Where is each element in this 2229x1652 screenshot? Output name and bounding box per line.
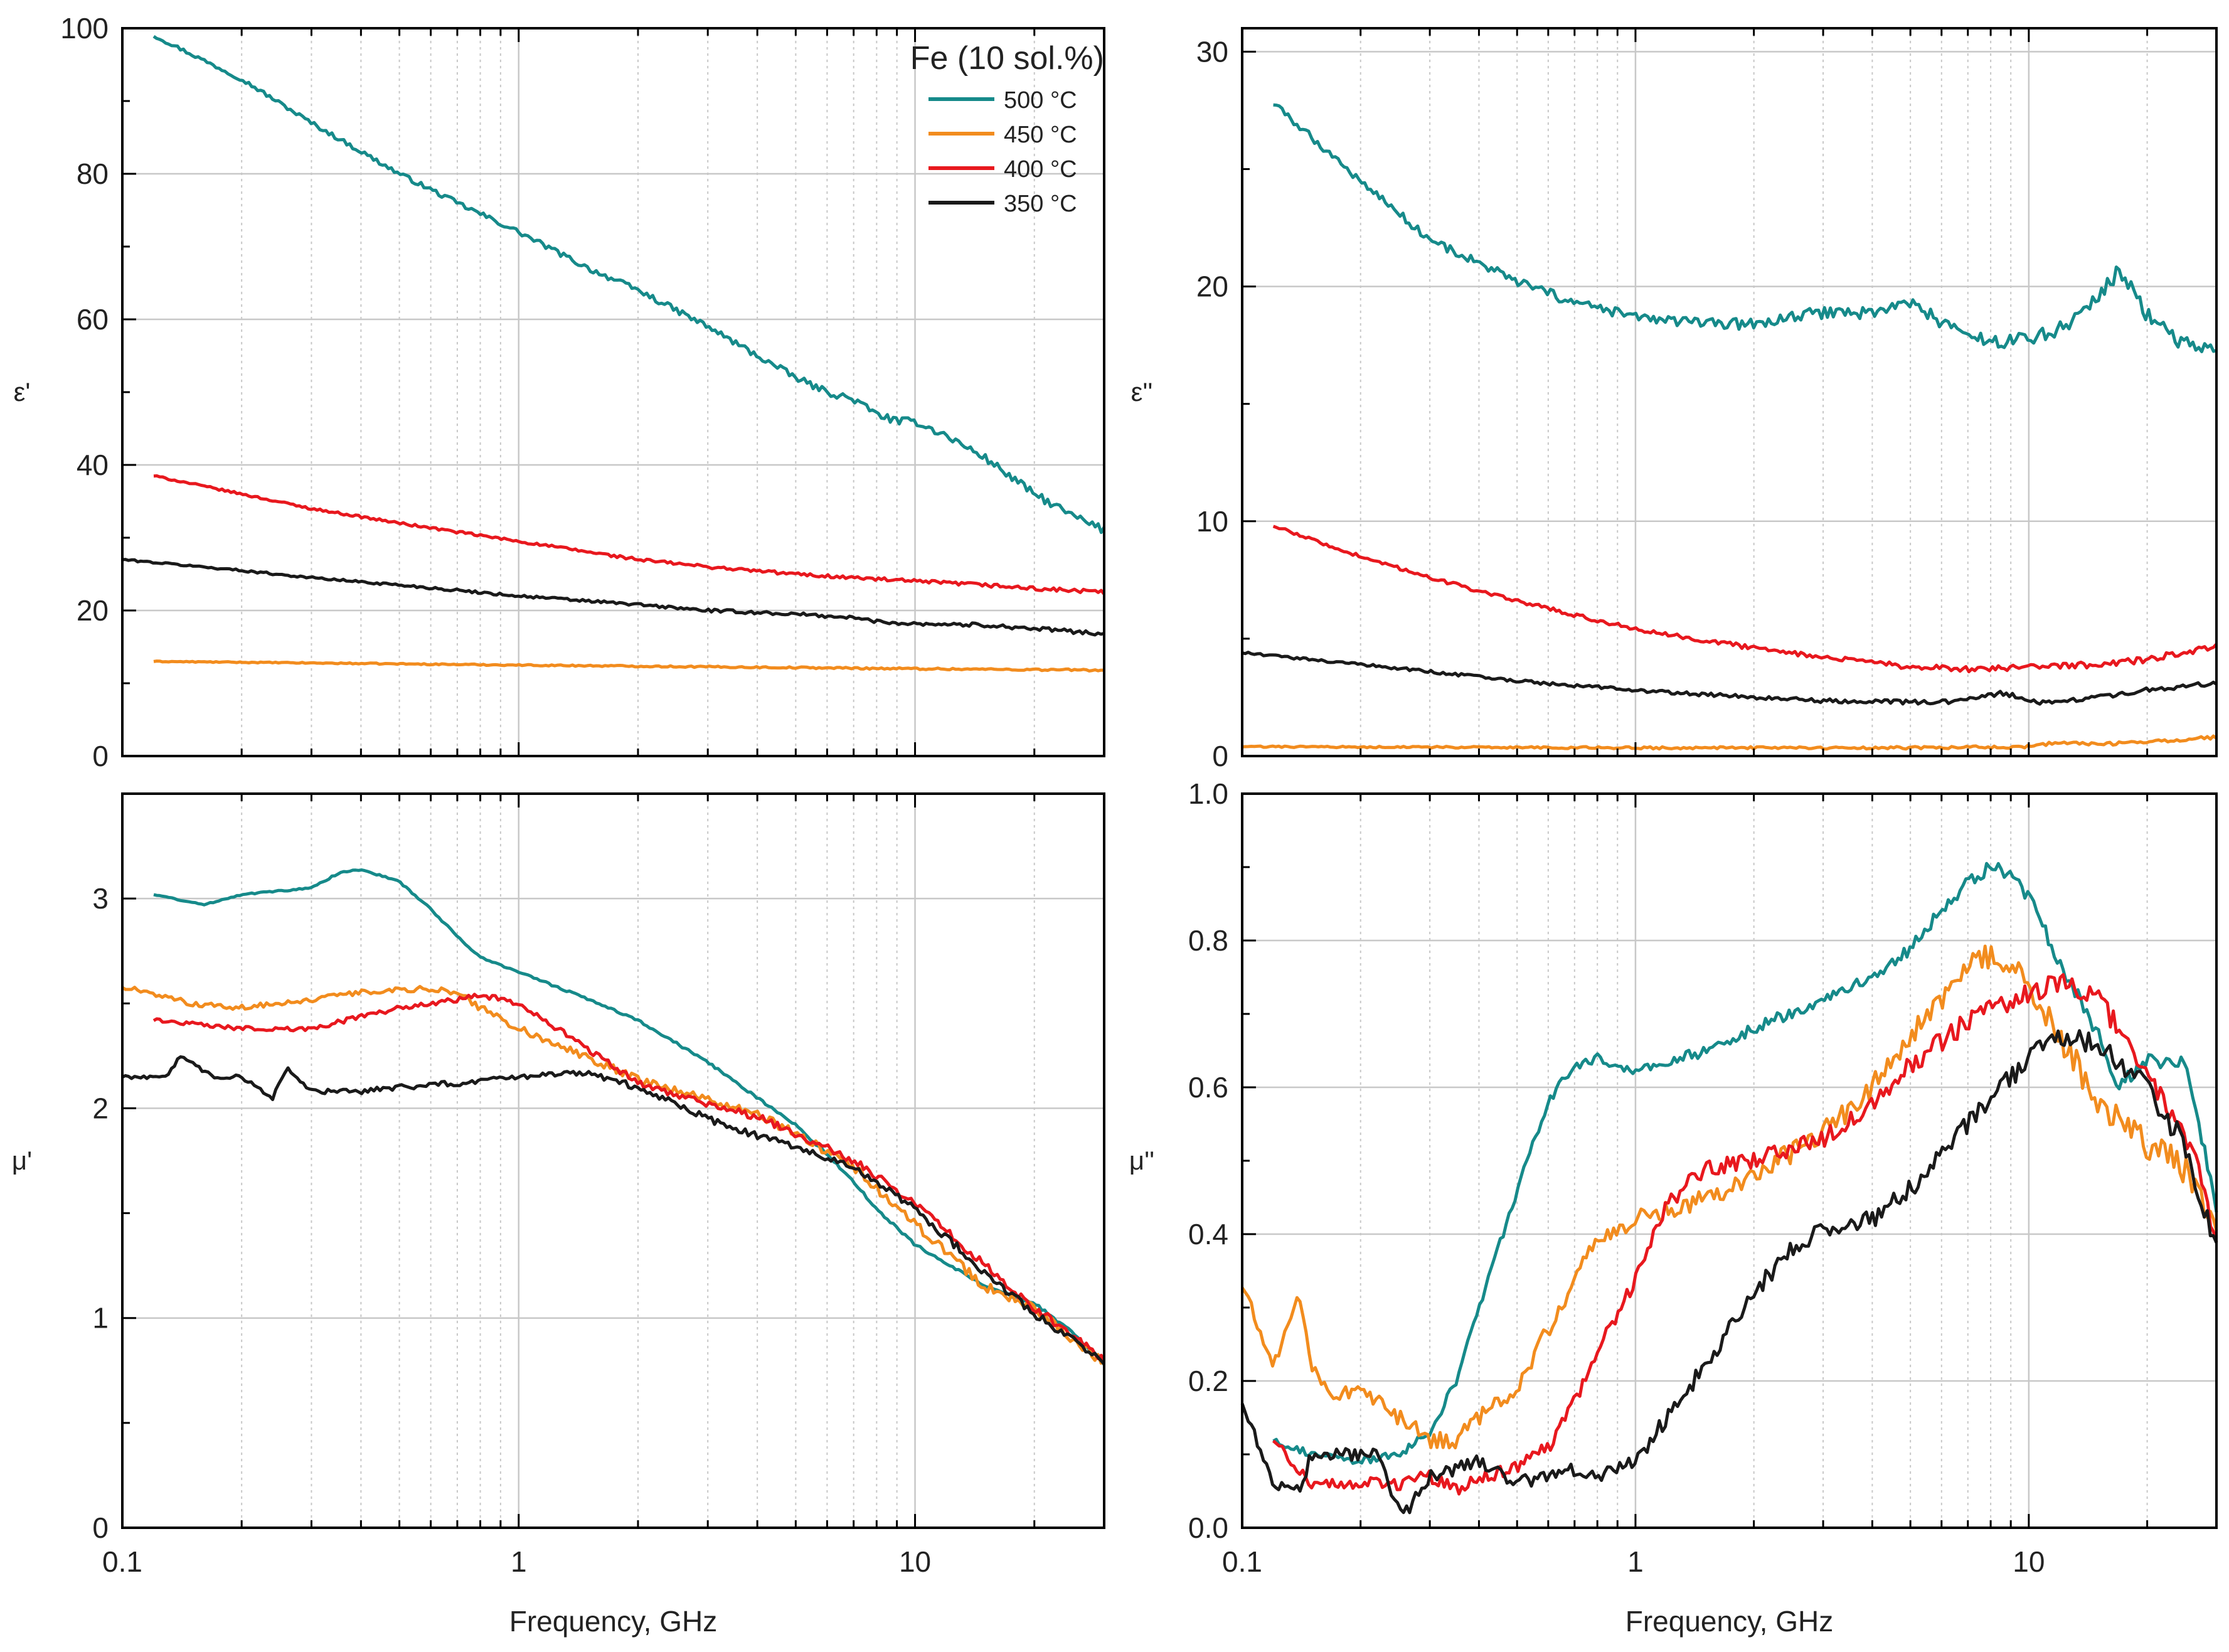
- y-tick-label: 0: [92, 1511, 109, 1544]
- y-axis-label: μ': [12, 1146, 32, 1175]
- series-line-450-c: [121, 984, 1105, 1365]
- series-line-450-c: [153, 659, 1105, 673]
- panel-mu-real: 0.1 1 10 0 1 2 3 μ' Frequency, GHz: [12, 792, 1106, 1638]
- x-tick-label: 0.1: [1222, 1545, 1262, 1578]
- series-line-500-c: [153, 868, 1106, 1366]
- y-tick-label: 80: [77, 157, 109, 190]
- x-tick-label: 10: [2013, 1545, 2045, 1578]
- y-tick-label: 1.0: [1188, 777, 1228, 810]
- series-line-400-c: [1272, 525, 2218, 674]
- y-tick-label: 30: [1196, 35, 1228, 68]
- series-line-500-c: [1272, 861, 2218, 1465]
- y-tick-label: 10: [1196, 505, 1228, 538]
- y-tick-label: 1: [92, 1302, 109, 1335]
- series-line-400-c: [152, 993, 1106, 1362]
- y-tick-label: 2: [92, 1092, 109, 1124]
- y-tick-label: 20: [77, 594, 109, 627]
- y-tick-label: 60: [77, 303, 109, 336]
- y-tick-label: 0.2: [1188, 1365, 1228, 1397]
- series-line-500-c: [1273, 103, 2217, 353]
- series-line-350-c: [121, 1055, 1105, 1365]
- y-tick-label: 0.4: [1188, 1218, 1228, 1250]
- series-line-350-c: [122, 558, 1105, 637]
- y-tick-label: 20: [1196, 270, 1228, 303]
- legend-label-450: 450 °C: [1004, 122, 1077, 148]
- panel-eps-imag: 0 10 20 30 ε'': [1131, 27, 2218, 772]
- y-axis-label: ε': [14, 377, 31, 407]
- y-tick-label: 0: [1212, 740, 1228, 772]
- legend-label-400: 400 °C: [1004, 156, 1077, 183]
- series-line-350-c: [1240, 1029, 2218, 1515]
- y-axis-label: ε'': [1131, 377, 1153, 407]
- y-tick-label: 0.8: [1188, 924, 1228, 957]
- plot-frame: [121, 792, 1105, 1529]
- y-tick-label: 40: [77, 449, 109, 481]
- x-tick-label: 0.1: [102, 1545, 142, 1578]
- y-tick-label: 0.0: [1188, 1511, 1228, 1544]
- y-axis-label: μ'': [1129, 1146, 1154, 1175]
- y-tick-label: 0.6: [1188, 1071, 1228, 1104]
- panel-eps-real: 0 20 40 60 80 100 ε': [14, 12, 1106, 772]
- legend-label-350: 350 °C: [1004, 191, 1077, 217]
- series-line-350-c: [1242, 651, 2218, 706]
- series-line-450-c: [1242, 734, 2218, 751]
- series-line-450-c: [1240, 944, 2218, 1449]
- series-line-500-c: [152, 35, 1106, 535]
- plot-frame: [121, 27, 1105, 757]
- x-axis-label: Frequency, GHz: [1625, 1605, 1833, 1638]
- legend: Fe (10 sol.%) 500 °C 450 °C 400 °C 350 °…: [910, 40, 1104, 217]
- x-tick-label: 1: [1627, 1545, 1644, 1578]
- y-tick-label: 0: [92, 740, 109, 772]
- y-tick-label: 100: [60, 12, 109, 45]
- x-axis-label: Frequency, GHz: [509, 1605, 717, 1638]
- legend-label-500: 500 °C: [1004, 87, 1077, 114]
- y-tick-label: 3: [92, 882, 109, 915]
- x-tick-label: 10: [899, 1545, 931, 1578]
- series-line-400-c: [153, 474, 1105, 595]
- legend-title: Fe (10 sol.%): [910, 40, 1104, 77]
- panel-mu-imag: 0.1 1 10 0.0 0.2 0.4 0.6 0.8 1.0 μ'' Frequency, GH…: [1129, 777, 2218, 1638]
- plot-frame: [1241, 27, 2218, 757]
- x-tick-label: 1: [511, 1545, 527, 1578]
